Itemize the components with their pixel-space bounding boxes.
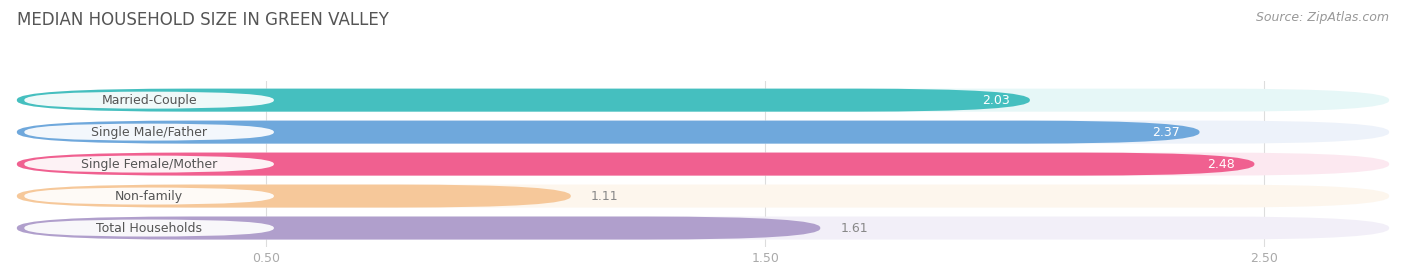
FancyBboxPatch shape [24,220,274,236]
Text: Married-Couple: Married-Couple [101,94,197,107]
Text: 2.03: 2.03 [983,94,1010,107]
FancyBboxPatch shape [24,187,274,205]
FancyBboxPatch shape [17,89,1389,112]
FancyBboxPatch shape [17,217,820,240]
Text: 2.48: 2.48 [1206,158,1234,171]
Text: Source: ZipAtlas.com: Source: ZipAtlas.com [1256,11,1389,24]
FancyBboxPatch shape [24,123,274,141]
FancyBboxPatch shape [17,153,1254,176]
FancyBboxPatch shape [17,185,1389,208]
Text: MEDIAN HOUSEHOLD SIZE IN GREEN VALLEY: MEDIAN HOUSEHOLD SIZE IN GREEN VALLEY [17,11,388,29]
FancyBboxPatch shape [17,121,1199,144]
FancyBboxPatch shape [24,92,274,109]
Text: Non-family: Non-family [115,190,183,203]
FancyBboxPatch shape [24,155,274,173]
FancyBboxPatch shape [17,153,1389,176]
Text: 1.11: 1.11 [591,190,619,203]
FancyBboxPatch shape [17,121,1389,144]
Text: 2.37: 2.37 [1152,126,1180,139]
Text: Single Female/Mother: Single Female/Mother [82,158,218,171]
FancyBboxPatch shape [17,89,1029,112]
FancyBboxPatch shape [17,217,1389,240]
Text: Total Households: Total Households [96,222,202,235]
FancyBboxPatch shape [17,185,571,208]
Text: 1.61: 1.61 [841,222,868,235]
Text: Single Male/Father: Single Male/Father [91,126,207,139]
